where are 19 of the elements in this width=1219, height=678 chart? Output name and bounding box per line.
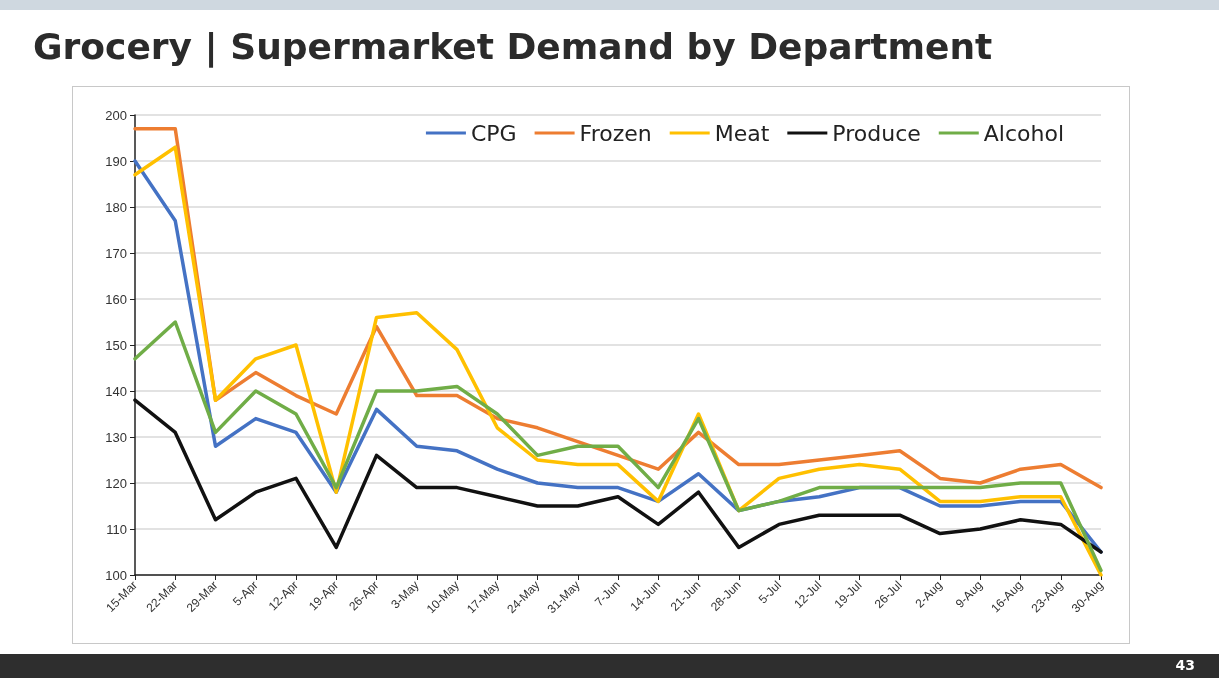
legend-label: Frozen bbox=[579, 120, 652, 146]
y-tick-label: 170 bbox=[105, 245, 127, 261]
y-tick-label: 180 bbox=[105, 199, 127, 215]
y-tick-label: 100 bbox=[105, 567, 127, 583]
legend-label: Meat bbox=[714, 120, 770, 146]
y-tick-label: 200 bbox=[105, 107, 127, 123]
y-tick-label: 150 bbox=[105, 337, 127, 353]
y-tick-label: 160 bbox=[105, 291, 127, 307]
y-tick-label: 140 bbox=[105, 383, 127, 399]
legend-label: CPG bbox=[470, 120, 517, 146]
y-tick-label: 110 bbox=[106, 521, 127, 537]
y-tick-label: 190 bbox=[105, 153, 127, 169]
line-series bbox=[133, 398, 1103, 554]
chart-title: Grocery | Supermarket Demand by Department bbox=[33, 26, 993, 67]
y-tick-label: 120 bbox=[105, 475, 127, 491]
legend-label: Produce bbox=[832, 120, 921, 146]
legend-label: Alcohol bbox=[983, 120, 1064, 146]
text: 43 bbox=[1175, 657, 1195, 673]
y-tick-label: 130 bbox=[105, 429, 127, 445]
